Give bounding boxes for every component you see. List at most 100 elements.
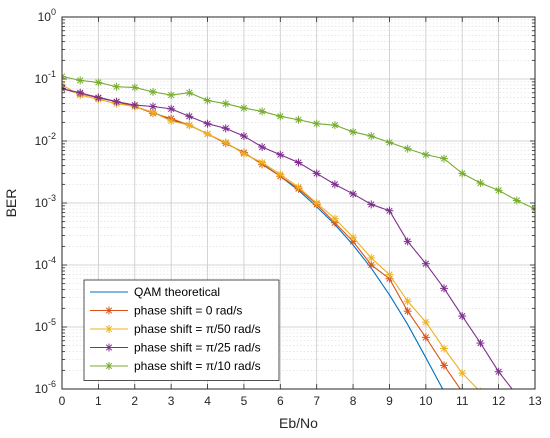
legend-box: [83, 279, 280, 381]
data-point-marker: [440, 344, 449, 353]
y-axis-label: BER: [3, 189, 19, 218]
y-tick-base: 10: [35, 196, 49, 210]
legend: QAM theoretical phase shift = 0 rad/s phas…: [83, 279, 280, 381]
data-point-marker: [512, 196, 521, 205]
data-point-marker: [105, 343, 113, 352]
legend-item: phase shift = π/50 rad/s: [90, 322, 261, 336]
data-point-marker: [440, 284, 449, 293]
legend-item: phase shift = 0 rad/s: [90, 304, 242, 318]
x-tick-label: 13: [528, 394, 542, 408]
data-point-marker: [167, 91, 176, 100]
data-point-marker: [294, 115, 303, 124]
data-point-marker: [458, 169, 467, 178]
y-tick-base: 10: [38, 10, 52, 24]
series-3: [62, 84, 521, 399]
data-point-marker: [258, 143, 267, 152]
data-point-marker: [203, 119, 212, 128]
data-point-marker: [367, 132, 376, 141]
x-tick-label: 2: [131, 394, 138, 408]
y-tick-exponent: -4: [48, 255, 56, 265]
x-tick-labels: 0 1 2 3 4 5 6 7 8 9 10 11 12 13: [59, 394, 542, 408]
y-tick-base: 10: [35, 320, 49, 334]
y-tick-exponent: -3: [48, 193, 56, 203]
data-point-marker: [349, 127, 358, 136]
data-point-marker: [476, 179, 485, 188]
data-point-marker: [440, 154, 449, 163]
y-tick-label: 10-6: [35, 379, 56, 396]
y-tick-exponent: 0: [51, 7, 56, 17]
data-point-marker: [276, 112, 285, 121]
legend-label: phase shift = π/25 rad/s: [134, 341, 261, 355]
y-tick-label: 10-5: [35, 317, 56, 334]
data-point-marker: [421, 318, 430, 327]
legend-label: phase shift = π/10 rad/s: [134, 359, 261, 373]
y-tick-label: 100: [38, 7, 56, 24]
data-point-marker: [239, 132, 248, 141]
x-tick-label: 1: [95, 394, 102, 408]
data-point-marker: [476, 339, 485, 348]
data-point-marker: [76, 88, 85, 97]
data-point-marker: [421, 259, 430, 268]
series-layer: [62, 72, 535, 399]
data-point-marker: [513, 391, 521, 399]
data-point-marker: [148, 87, 157, 96]
data-point-marker: [458, 312, 467, 321]
data-point-marker: [458, 369, 467, 378]
data-point-marker: [105, 306, 113, 315]
x-tick-label: 12: [492, 394, 506, 408]
data-point-marker: [312, 119, 321, 128]
data-point-marker: [221, 99, 230, 108]
data-point-marker: [294, 183, 303, 192]
data-point-marker: [403, 307, 412, 316]
x-tick-label: 5: [241, 394, 248, 408]
y-tick-exponent: -2: [48, 131, 56, 141]
data-point-marker: [221, 138, 230, 147]
x-tick-label: 11: [456, 394, 469, 408]
data-point-marker: [185, 121, 194, 130]
data-point-marker: [312, 169, 321, 178]
data-point-marker: [258, 158, 267, 167]
data-point-marker: [385, 270, 394, 279]
legend-item: phase shift = π/25 rad/s: [90, 341, 261, 355]
data-point-marker: [367, 253, 376, 262]
data-point-marker: [312, 199, 321, 207]
data-point-marker: [148, 102, 157, 111]
y-tick-exponent: -6: [48, 379, 56, 389]
legend-label: phase shift = π/50 rad/s: [134, 322, 261, 336]
data-point-marker: [185, 112, 194, 121]
data-point-marker: [349, 233, 358, 242]
legend-item: QAM theoretical: [90, 285, 220, 299]
axis-ticks: [61, 16, 536, 390]
data-point-marker: [239, 149, 248, 158]
data-point-marker: [276, 170, 285, 179]
data-point-marker: [294, 158, 303, 167]
x-tick-label: 6: [277, 394, 284, 408]
data-point-marker: [258, 107, 267, 116]
y-tick-label: 10-3: [35, 193, 56, 210]
x-tick-label: 9: [386, 394, 393, 408]
data-point-marker: [440, 361, 449, 370]
x-axis-label: Eb/No: [279, 415, 318, 431]
data-point-marker: [105, 362, 113, 370]
y-tick-label: 10-1: [35, 69, 56, 86]
data-point-marker: [130, 83, 139, 92]
data-point-marker: [203, 129, 212, 138]
legend-label: QAM theoretical: [134, 285, 220, 299]
data-point-marker: [330, 180, 339, 189]
data-point-marker: [112, 82, 121, 91]
data-point-marker: [330, 214, 339, 223]
data-point-marker: [167, 104, 176, 113]
data-point-marker: [276, 150, 285, 159]
data-point-marker: [494, 367, 503, 376]
series-4: [62, 72, 535, 214]
data-point-marker: [148, 108, 157, 117]
data-point-marker: [403, 144, 412, 153]
y-tick-base: 10: [35, 258, 49, 272]
data-point-marker: [385, 138, 394, 147]
y-tick-base: 10: [35, 72, 49, 86]
x-tick-label: 10: [419, 394, 433, 408]
data-point-marker: [330, 121, 339, 130]
data-point-marker: [421, 333, 430, 342]
